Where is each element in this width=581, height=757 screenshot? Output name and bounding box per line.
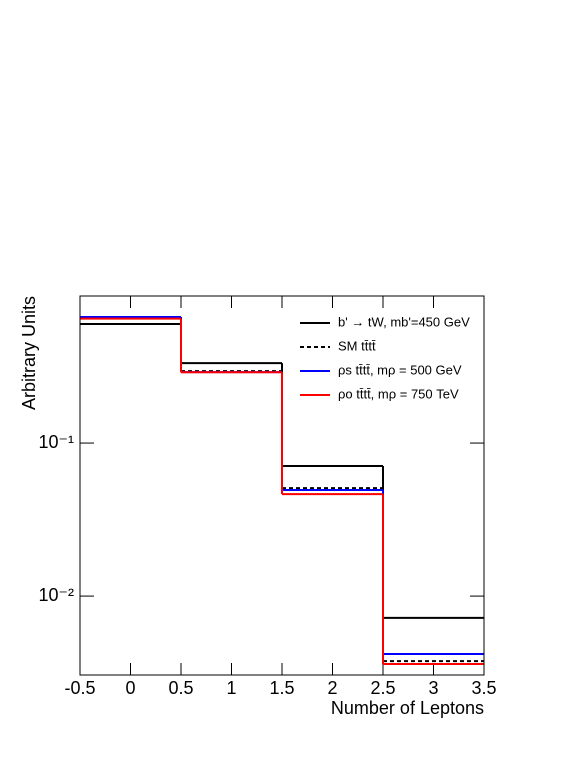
- x-tick-label: 2: [327, 678, 337, 698]
- legend-label: ρs tt̄tt̄, mρ = 500 GeV: [338, 362, 462, 377]
- x-tick-label: 1: [226, 678, 236, 698]
- y-tick-label: 10⁻²: [38, 585, 74, 605]
- plot-frame: [79, 295, 485, 676]
- x-tick-label: 2.5: [370, 678, 395, 698]
- y-tick-label: 10⁻¹: [38, 432, 74, 452]
- x-tick-label: 3.5: [471, 678, 496, 698]
- x-tick-label: 0: [125, 678, 135, 698]
- x-tick-label: 0.5: [168, 678, 193, 698]
- x-tick-label: 1.5: [269, 678, 294, 698]
- x-axis-label: Number of Leptons: [331, 698, 484, 718]
- legend-label: ρo tt̄tt̄, mρ = 750 TeV: [338, 386, 459, 401]
- x-tick-label: 3: [428, 678, 438, 698]
- y-axis-label: Arbitrary Units: [19, 296, 39, 410]
- legend-label: SM tt̄tt̄: [338, 338, 376, 353]
- legend-label: b' → tW, mb'=450 GeV: [338, 314, 470, 329]
- x-tick-label: -0.5: [64, 678, 95, 698]
